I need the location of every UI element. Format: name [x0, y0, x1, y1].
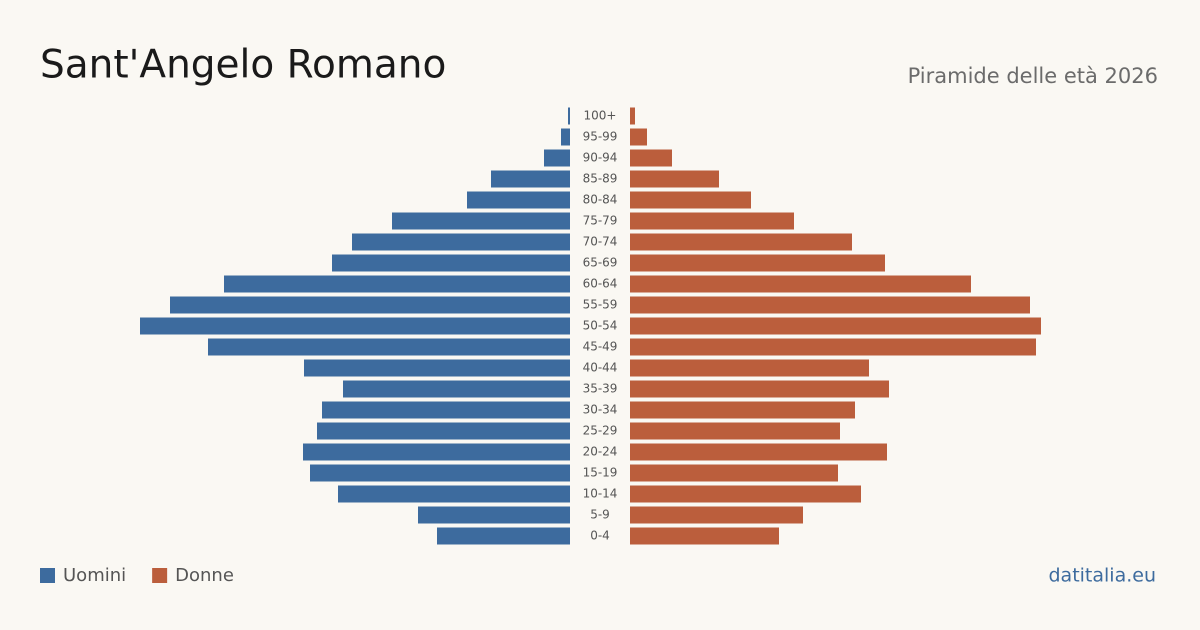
age-label: 80-84: [583, 193, 618, 207]
bar-female: [630, 128, 647, 146]
bar-male: [561, 128, 570, 146]
bar-male: [208, 338, 570, 356]
bar-female: [630, 359, 869, 377]
bar-male: [467, 191, 570, 209]
age-label: 100+: [584, 109, 617, 123]
bar-female: [630, 401, 855, 419]
bar-female: [630, 254, 885, 272]
legend-swatch: [152, 568, 168, 583]
bar-female: [630, 233, 852, 251]
legend-label: Uomini: [63, 565, 126, 586]
bar-female: [630, 338, 1036, 356]
bar-female: [630, 527, 779, 545]
bar-female: [630, 380, 889, 398]
bar-male: [304, 359, 570, 377]
bar-male: [322, 401, 570, 419]
bar-male: [303, 443, 570, 461]
chart-subtitle: Piramide delle età 2026: [908, 64, 1158, 88]
age-label: 60-64: [583, 277, 618, 291]
age-label: 95-99: [583, 130, 618, 144]
bar-female: [630, 485, 861, 503]
legend-label: Donne: [175, 565, 234, 586]
age-label: 0-4: [590, 529, 610, 543]
bar-female: [630, 170, 719, 188]
bar-male: [544, 149, 570, 167]
age-label: 10-14: [583, 487, 618, 501]
bar-female: [630, 506, 803, 524]
age-label: 25-29: [583, 424, 618, 438]
bar-male: [392, 212, 570, 230]
legend-swatch: [40, 568, 55, 583]
bar-female: [630, 275, 971, 293]
bar-male: [418, 506, 570, 524]
bar-male: [140, 317, 570, 335]
bar-female: [630, 317, 1041, 335]
age-label: 85-89: [583, 172, 618, 186]
age-label: 70-74: [583, 235, 618, 249]
bar-male: [224, 275, 570, 293]
age-label: 35-39: [583, 382, 618, 396]
bar-male: [310, 464, 570, 482]
bar-female: [630, 296, 1030, 314]
age-label: 15-19: [583, 466, 618, 480]
age-label: 45-49: [583, 340, 618, 354]
bar-male: [352, 233, 570, 251]
age-label: 20-24: [583, 445, 618, 459]
age-label: 50-54: [583, 319, 618, 333]
age-label: 5-9: [590, 508, 610, 522]
bar-male: [491, 170, 570, 188]
age-label: 65-69: [583, 256, 618, 270]
chart-title: Sant'Angelo Romano: [40, 43, 446, 88]
bar-male: [170, 296, 570, 314]
source: datitalia.eu: [1049, 565, 1157, 587]
bar-female: [630, 422, 840, 440]
bar-male: [332, 254, 570, 272]
bar-male: [568, 107, 570, 125]
bar-female: [630, 464, 838, 482]
bar-male: [343, 380, 570, 398]
bar-male: [317, 422, 570, 440]
bar-female: [630, 149, 672, 167]
bar-female: [630, 443, 887, 461]
age-label: 40-44: [583, 361, 618, 375]
bar-female: [630, 212, 794, 230]
age-label: 90-94: [583, 151, 618, 165]
age-label: 75-79: [583, 214, 618, 228]
age-label: 30-34: [583, 403, 618, 417]
age-label: 55-59: [583, 298, 618, 312]
bar-female: [630, 107, 635, 125]
bar-male: [338, 485, 570, 503]
bar-female: [630, 191, 751, 209]
bar-male: [437, 527, 570, 545]
